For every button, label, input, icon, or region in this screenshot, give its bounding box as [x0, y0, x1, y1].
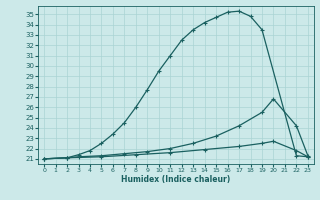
- X-axis label: Humidex (Indice chaleur): Humidex (Indice chaleur): [121, 175, 231, 184]
